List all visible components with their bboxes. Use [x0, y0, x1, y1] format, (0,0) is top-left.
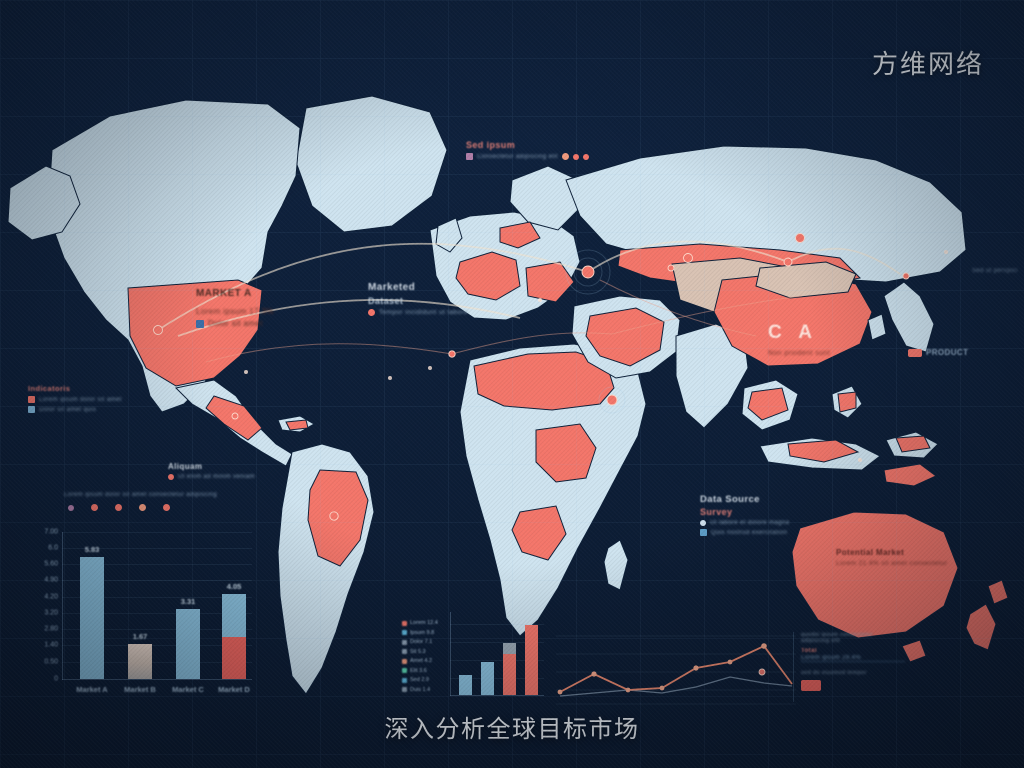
- americas-legend: Indicatoris Lorem ipsum dolor sit amet D…: [28, 384, 122, 413]
- australia-label: Potential Market Lorem 21.4% sit amet co…: [836, 548, 948, 567]
- usa-label: MARKET A Lorem ipsum 17.3% Dolor sit ame…: [196, 288, 274, 328]
- main-bar-chart[interactable]: Lorem ipsum dolor sit amet consectetur a…: [16, 492, 268, 708]
- bar-market-b[interactable]: 1.67 Market B: [124, 632, 156, 694]
- legend-item: Dolor 7.1: [402, 639, 446, 645]
- bar-market-c[interactable]: 3.31 Market C: [172, 597, 204, 694]
- page-caption: 深入分析全球目标市场: [384, 716, 640, 743]
- bar-plot-area: 7.00 6.0 5.60 4.90 4.20 3.20 2.80 1.40 0…: [44, 529, 252, 694]
- mini-bar-plot: [450, 612, 544, 696]
- east-asia-legend: PRODUCT: [908, 348, 968, 357]
- europe-callout: Marketed Dataset Tempor incididunt ut la…: [368, 282, 468, 316]
- legend-item: Dolor sit amet quis: [28, 406, 122, 413]
- trend-line-chart[interactable]: [556, 626, 796, 708]
- legend-item: Lorem 12.4: [402, 620, 446, 626]
- bottom-right-swatch: [801, 680, 821, 691]
- mini-bar-3[interactable]: [503, 643, 516, 695]
- legend-item: Duis 1.4: [402, 687, 446, 693]
- usa-swatch: [196, 319, 204, 328]
- region-north-legend: Sed ipsum Consectetur adipiscing elit: [466, 140, 589, 160]
- legend-item: Elit 3.6: [402, 668, 446, 674]
- legend-item: Lorem ipsum dolor sit amet: [28, 396, 122, 403]
- y-axis: [62, 532, 63, 680]
- legend-dot-row: Consectetur adipiscing elit: [466, 153, 589, 160]
- oceania-panel: Data Source Survey Ut labore et dolore m…: [700, 494, 790, 536]
- legend-item: Ipsum 9.8: [402, 630, 446, 636]
- brand-title: 方维网络: [871, 49, 984, 79]
- legend-item: Quis nostrud exercitation: [700, 529, 789, 536]
- mini-bar-1[interactable]: [459, 675, 472, 695]
- mini-bar-4[interactable]: [525, 625, 538, 695]
- bottom-right-panel: quodsi ipsum consectetur adipiscing elit…: [793, 632, 905, 702]
- legend-item: Amet 4.2: [402, 658, 446, 664]
- china-label: C A Non proident sunt: [768, 322, 831, 357]
- bar-market-a[interactable]: 5.83 Market A: [76, 545, 108, 694]
- legend-item: Sed 2.9: [402, 677, 446, 683]
- mini-bar-chart[interactable]: Lorem 12.4 Ipsum 9.8 Dolor 7.1 Sit 5.3 A…: [398, 606, 548, 702]
- mid-right-tick: Sed ut perspici: [972, 268, 1018, 274]
- legend-item: Sit 5.3: [402, 649, 446, 655]
- coral-trend-markers: [557, 643, 767, 695]
- mini-bar-legend: Lorem 12.4 Ipsum 9.8 Dolor 7.1 Sit 5.3 A…: [402, 620, 446, 696]
- x-axis: [62, 679, 252, 680]
- coral-trend-line: [559, 644, 793, 693]
- mini-bar-2[interactable]: [481, 662, 494, 695]
- bar-chart-legend: [68, 504, 170, 511]
- south-america-note: Aliquam Ut enim ad minim veniam: [168, 462, 255, 480]
- bar-market-d[interactable]: 4.05 Market D: [218, 582, 250, 694]
- legend-item: Ut labore et dolore magna: [700, 520, 789, 526]
